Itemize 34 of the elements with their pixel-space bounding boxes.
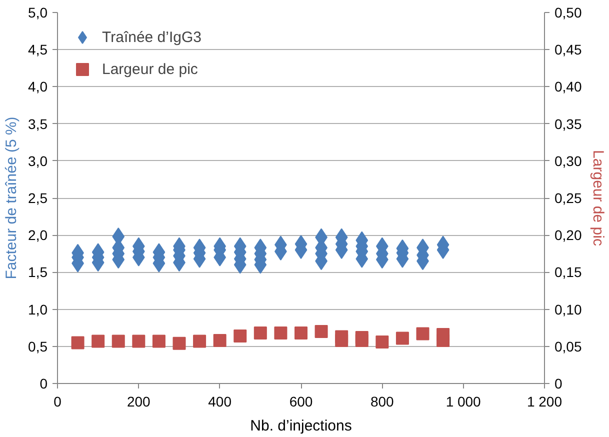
y-tick-label: 0: [40, 376, 48, 392]
y2-tick-label: 0,30: [554, 152, 582, 169]
legend-label: Traînée d’IgG3: [102, 28, 202, 46]
y-axis-title: Facteur de traînée (5 %): [3, 116, 20, 280]
x-tick-label: 1 000: [446, 394, 482, 410]
y-tick-label: 5,0: [28, 4, 48, 20]
y-tick-label: 3,0: [28, 152, 48, 169]
x-tick-label: 200: [126, 394, 151, 410]
legend-label: Largeur de pic: [102, 60, 198, 78]
y2-tick-label: 0,45: [554, 42, 582, 58]
x-tick-label: 0: [54, 394, 62, 410]
x-tick-label: 400: [208, 394, 232, 410]
y-tick-label: 3,5: [28, 116, 48, 132]
x-tick-label: 1 200: [526, 394, 562, 410]
y-tick-label: 2,0: [28, 227, 48, 244]
y-tick-label: 1,5: [28, 264, 48, 280]
y-tick-label: 0,5: [28, 338, 48, 354]
x-tick-label: 600: [289, 394, 313, 410]
y-tick-label: 4,0: [28, 78, 48, 95]
x-tick-label: 800: [370, 394, 394, 410]
y-tick-label: 4,5: [28, 42, 48, 58]
y2-tick-label: 0,05: [554, 338, 582, 354]
y2-tick-label: 0,50: [554, 4, 582, 20]
y2-tick-label: 0,10: [554, 301, 582, 318]
y2-tick-label: 0,20: [554, 227, 582, 244]
y2-tick-label: 0,25: [554, 190, 582, 206]
y-tick-label: 1,0: [28, 301, 48, 318]
y2-tick-label: 0,35: [554, 116, 582, 132]
y-tick-label: 2,5: [28, 190, 48, 206]
y2-tick-label: 0,15: [554, 264, 582, 280]
y2-tick-label: 0: [554, 376, 562, 392]
x-axis-title: Nb. d’injections: [250, 418, 352, 434]
y2-axis-title: Largeur de pic: [590, 150, 607, 246]
y2-tick-label: 0,40: [554, 78, 582, 95]
